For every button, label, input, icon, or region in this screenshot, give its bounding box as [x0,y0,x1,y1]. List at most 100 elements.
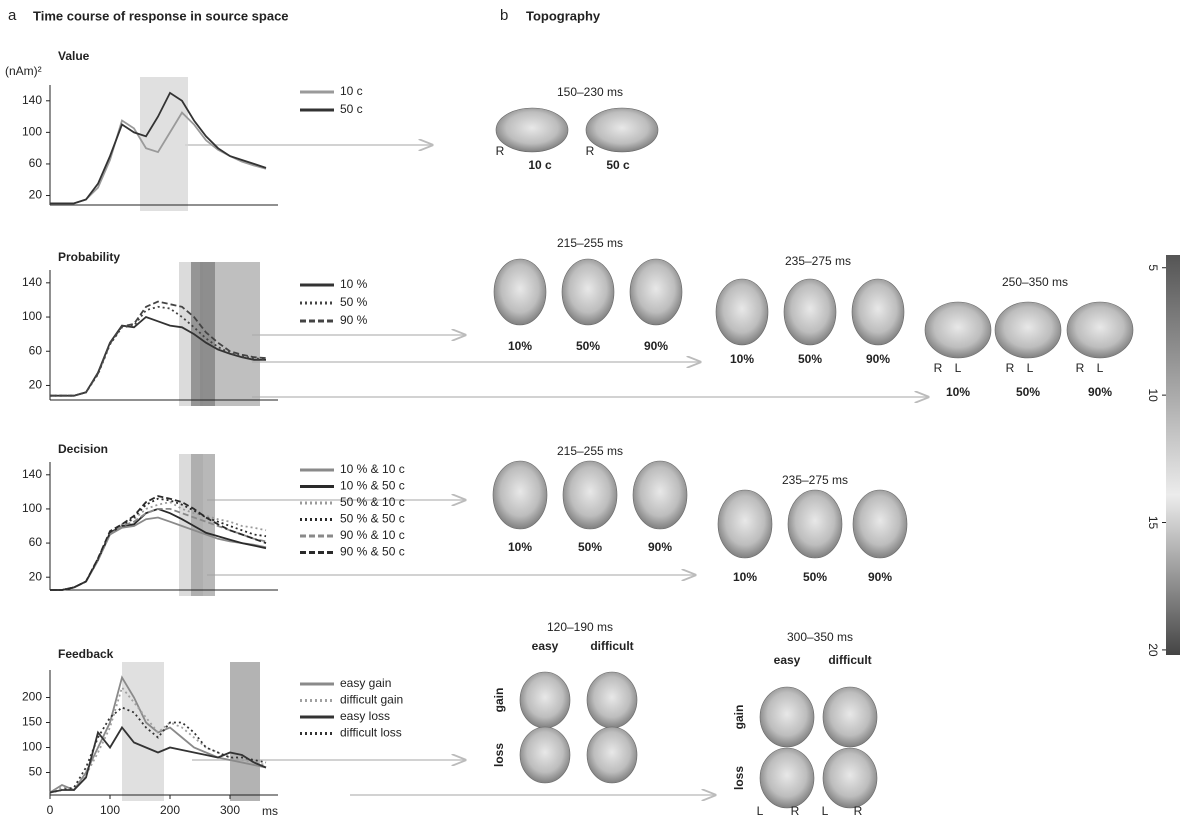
brain-map [784,279,836,345]
row-label: loss [492,743,506,767]
time-window: 150–230 ms [557,85,623,99]
side-label: R [496,144,505,158]
x-tick-label: 300 [220,803,240,817]
chart-title: Probability [58,250,120,264]
x-tick-label: 200 [160,803,180,817]
series-line [50,518,266,591]
side-label: R [1076,361,1085,375]
y-tick-label: 140 [22,275,42,289]
condition-label: 50% [1016,385,1040,399]
brain-map [788,490,842,558]
panel-title: Topography [526,8,601,23]
legend-label: difficult gain [340,693,403,707]
brain-map [493,461,547,529]
legend-label: 10 % [340,277,368,291]
y-tick-label: 20 [29,378,43,392]
condition-label: 10 c [528,158,552,172]
panel-letter: a [8,7,17,24]
colorbar-tick-label: 15 [1146,516,1160,530]
brain-map [562,259,614,325]
condition-label: 10% [730,352,754,366]
side-label: L [822,804,829,818]
legend-label: 50 c [340,102,363,116]
brain-map [630,259,682,325]
y-tick-label: 100 [22,501,42,515]
condition-label: 50 c [606,158,630,172]
brain-map [823,748,877,808]
y-tick-label: 50 [29,765,43,779]
y-tick-label: 100 [22,125,42,139]
column-label: easy [532,639,559,653]
condition-label: 90% [1088,385,1112,399]
brain-map [1067,302,1133,358]
colorbar [1166,255,1180,655]
colorbar-tick-label: 10 [1146,388,1160,402]
legend-label: 10 % & 10 c [340,462,405,476]
brain-map [496,108,568,152]
highlight-band [230,662,260,801]
legend-label: 90 % [340,313,368,327]
condition-label: 10% [508,540,532,554]
time-window: 120–190 ms [547,620,613,634]
y-tick-label: 150 [22,715,42,729]
row-label: gain [732,705,746,730]
side-label: R [934,361,943,375]
side-label: R [854,804,863,818]
series-line [50,502,266,590]
series-line [50,509,266,590]
side-label: L [757,804,764,818]
panel-title: Time course of response in source space [33,8,289,23]
brain-map [520,727,570,783]
brain-map [760,687,814,747]
brain-map [718,490,772,558]
row-label: gain [492,688,506,713]
y-tick-label: 60 [29,343,43,357]
legend-label: 10 c [340,84,363,98]
condition-label: 10% [946,385,970,399]
side-label: L [1097,361,1104,375]
legend-label: difficult loss [340,726,402,740]
condition-label: 90% [644,339,668,353]
y-tick-label: 60 [29,535,43,549]
condition-label: 10% [733,570,757,584]
y-axis-label: (nAm)² [5,64,42,78]
y-tick-label: 100 [22,740,42,754]
panel-letter: b [500,7,508,24]
column-label: difficult [590,639,633,653]
colorbar-tick-label: 5 [1146,264,1160,271]
brain-map [586,108,658,152]
column-label: easy [774,653,801,667]
brain-map [760,748,814,808]
side-label: R [586,144,595,158]
chart-title: Value [58,49,90,63]
brain-map [823,687,877,747]
series-line [50,509,266,590]
time-window: 235–275 ms [782,473,848,487]
side-label: R [791,804,800,818]
brain-map [520,672,570,728]
condition-label: 50% [803,570,827,584]
time-window: 215–255 ms [557,444,623,458]
condition-label: 90% [868,570,892,584]
brain-map [852,279,904,345]
row-label: loss [732,766,746,790]
condition-label: 50% [798,352,822,366]
brain-map [587,727,637,783]
legend-label: 50 % & 10 c [340,495,405,509]
figure: a Time course of response in source spac… [0,0,1180,819]
condition-label: 10% [508,339,532,353]
y-tick-label: 100 [22,309,42,323]
time-window: 215–255 ms [557,236,623,250]
condition-label: 90% [648,540,672,554]
series-line [50,499,266,590]
legend-label: 90 % & 10 c [340,528,405,542]
y-tick-label: 20 [29,188,43,202]
y-tick-label: 200 [22,690,42,704]
x-axis-label: ms [262,804,278,818]
brain-map [563,461,617,529]
y-tick-label: 140 [22,467,42,481]
legend-label: 50 % [340,295,368,309]
y-tick-label: 60 [29,156,43,170]
chart-title: Decision [58,442,108,456]
time-window: 300–350 ms [787,630,853,644]
